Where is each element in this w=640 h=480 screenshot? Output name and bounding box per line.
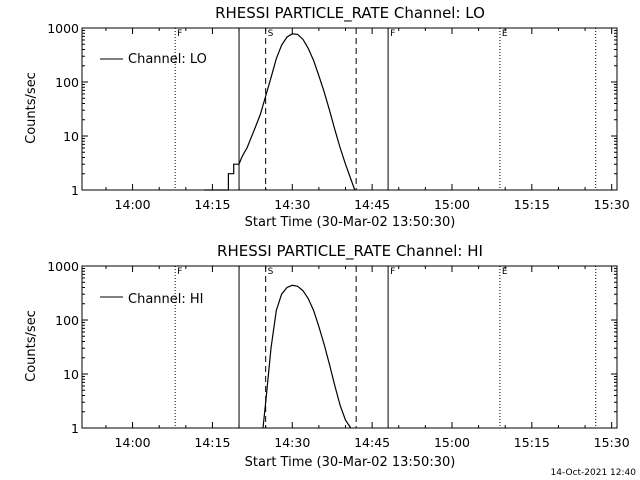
x-tick-label: 14:00 [115,435,151,450]
series-line [204,33,356,191]
x-axis-label: Start Time (30-Mar-02 13:50:30) [245,215,456,230]
plot-frame [81,265,618,429]
panel-lo: RHESSI PARTICLE_RATE Channel: LO Start T… [24,4,630,230]
marker-label: F [177,267,182,277]
y-tick-label: 1000 [47,259,79,274]
marker-label: S [268,267,274,277]
x-tick-label: 14:15 [194,435,230,450]
marker-label: F [390,267,395,277]
x-tick-label: 14:30 [274,435,310,450]
y-tick-label: 100 [55,75,79,90]
y-axis-label: Counts/sec [24,72,39,144]
y-axis-label: Counts/sec [24,310,39,382]
plot-frame [81,27,618,191]
marker-label: S [268,29,274,39]
x-tick-label: 15:30 [594,435,630,450]
x-tick-label: 14:45 [354,197,390,212]
y-tick-label: 100 [55,313,79,328]
series-line [262,284,352,429]
x-tick-label: 14:45 [354,435,390,450]
x-tick-label: 15:15 [514,435,550,450]
marker-label: F [177,29,182,39]
x-tick-label: 15:30 [594,197,630,212]
x-axis-label: Start Time (30-Mar-02 13:50:30) [245,455,456,470]
chart-title: RHESSI PARTICLE_RATE Channel: LO [215,4,485,23]
x-tick-label: 14:15 [194,197,230,212]
x-tick-label: 15:15 [514,197,550,212]
y-tick-label: 10 [63,367,79,382]
marker-label: F [390,29,395,39]
legend-label: Channel: HI [128,292,204,307]
marker-label: E [502,267,508,277]
y-tick-label: 10 [63,129,79,144]
y-tick-label: 1 [71,183,79,198]
x-tick-label: 14:00 [115,197,151,212]
chart-title: RHESSI PARTICLE_RATE Channel: HI [217,242,483,261]
legend-label: Channel: LO [128,52,207,67]
x-tick-label: 14:30 [274,197,310,212]
footer-timestamp: 14-Oct-2021 12:40 [551,468,637,478]
y-tick-label: 1 [71,421,79,436]
x-tick-label: 15:00 [434,435,470,450]
y-tick-label: 1000 [47,21,79,36]
x-tick-label: 15:00 [434,197,470,212]
marker-label: E [502,29,508,39]
panel-hi: RHESSI PARTICLE_RATE Channel: HI Start T… [24,242,630,470]
